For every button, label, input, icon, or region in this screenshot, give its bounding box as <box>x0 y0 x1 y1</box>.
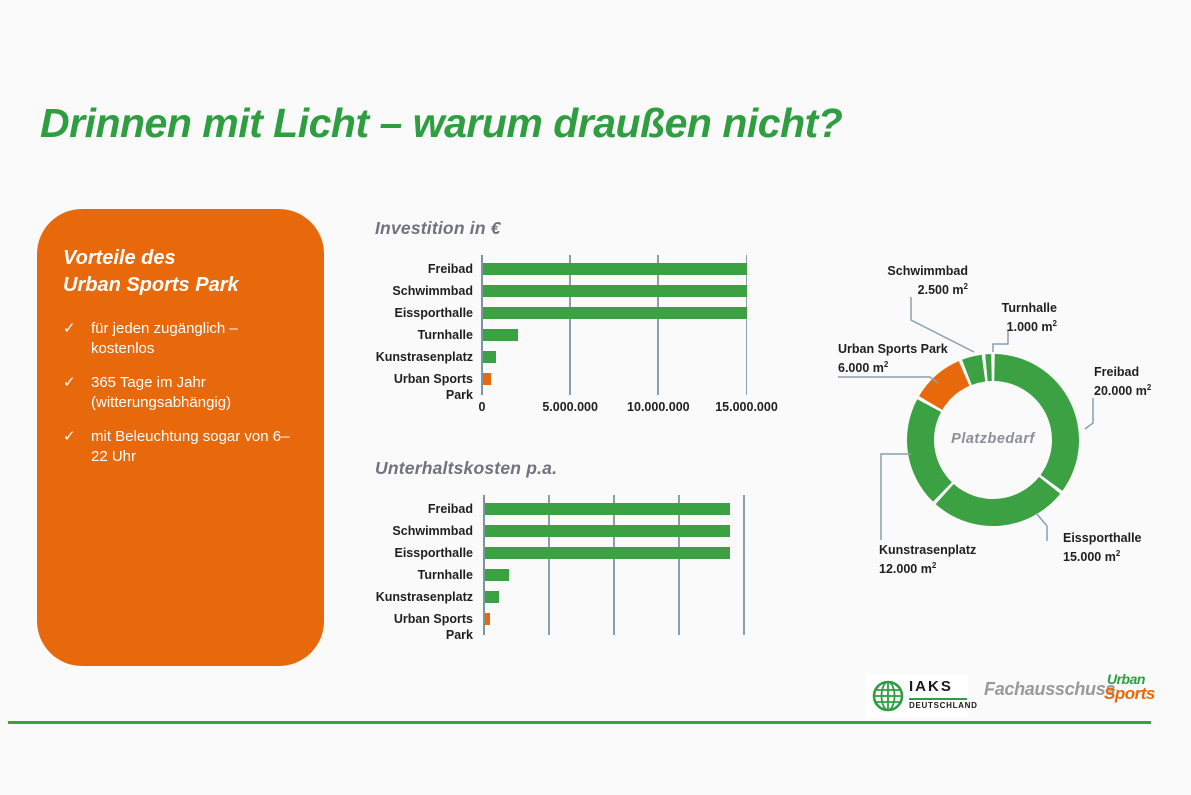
leader-line-eissporthalle <box>1035 512 1048 541</box>
bar-chart-unterhaltskosten: Unterhaltskosten p.a. Freibad Schwimmbad E… <box>375 458 787 643</box>
x-axis-tick-label: 0 <box>478 400 486 414</box>
bar-category-label: Urban Sports Park <box>393 612 473 642</box>
gridline <box>743 495 745 635</box>
bar-category-label: Schwimmbad <box>392 284 473 298</box>
benefit-item: ✓ 365 Tage im Jahr (witterungsabhängig) <box>63 373 300 412</box>
benefits-card: Vorteile des Urban Sports Park ✓ für jed… <box>37 209 324 666</box>
x-axis-tick-label: 5.000.000 <box>542 400 598 414</box>
donut-segment-urban-sports-park <box>919 361 970 410</box>
leader-line-turnhalle <box>992 330 1009 352</box>
gridline <box>569 255 571 395</box>
benefit-item: ✓ mit Beleuchtung sogar von 6–22 Uhr <box>63 427 300 466</box>
leader-line-freibad <box>1084 398 1094 430</box>
gridline <box>613 495 615 635</box>
bar-urban-sports-park <box>484 613 490 625</box>
fachausschuss-label: Fachausschuss <box>984 679 1116 699</box>
donut-center-label: Platzbedarf <box>951 431 1035 447</box>
donut-chart-platzbedarf <box>838 297 1094 541</box>
check-icon: ✓ <box>63 320 76 337</box>
bar-category-label: Kunstrasenplatz <box>375 350 473 364</box>
bar-kunstrasenplatz <box>484 591 500 603</box>
leader-line-kunstrasenplatz <box>880 453 911 540</box>
bar-category-label: Turnhalle <box>417 328 473 342</box>
bar-category-label: Schwimmbad <box>392 524 473 538</box>
bar-schwimmbad <box>482 285 747 297</box>
check-icon: ✓ <box>63 374 76 391</box>
x-axis-tick-label: 15.000.000 <box>715 400 778 414</box>
page-title: Drinnen mit Licht – warum draußen nicht? <box>40 100 843 146</box>
globe-icon <box>872 680 904 712</box>
benefit-item-text: für jeden zugänglich – kostenlos <box>91 320 238 357</box>
donut-label-freibad: Freibad 20.000 m2 <box>1094 365 1152 399</box>
iaks-underline <box>909 698 967 700</box>
iaks-wordmark: IAKS <box>909 678 953 695</box>
bar-category-label: Kunstrasenplatz <box>375 590 473 604</box>
benefit-item-text: mit Beleuchtung sogar von 6–22 Uhr <box>91 428 290 465</box>
iaks-deutschland-label: DEUTSCHLAND <box>909 701 978 710</box>
bar-kunstrasenplatz <box>482 351 496 363</box>
gridline <box>657 255 659 395</box>
bar-schwimmbad <box>484 525 730 537</box>
donut-label-turnhalle: Turnhalle 1.000 m2 <box>1001 301 1057 335</box>
check-icon: ✓ <box>63 428 76 445</box>
bar-category-label: Freibad <box>427 502 473 516</box>
leader-line-schwimmbad <box>910 297 975 353</box>
chart-title: Investition in € <box>375 218 501 238</box>
bar-chart-investition: Investition in € Freibad Schwimmbad Eisspo… <box>375 218 787 423</box>
benefit-item-text: 365 Tage im Jahr (witterungsabhängig) <box>91 374 232 411</box>
leader-line-urban-sports-park <box>838 376 939 384</box>
bar-freibad <box>482 263 747 275</box>
bar-category-label: Turnhalle <box>417 568 473 582</box>
benefits-card-heading: Vorteile des Urban Sports Park <box>63 247 239 296</box>
bar-turnhalle <box>484 569 510 581</box>
bar-turnhalle <box>482 329 518 341</box>
benefit-item: ✓ für jeden zugänglich – kostenlos <box>63 319 300 358</box>
donut-segment-schwimmbad <box>962 354 986 385</box>
donut-segment-freibad <box>994 354 1079 491</box>
footer-divider-line <box>8 721 1151 724</box>
donut-segment-kunstrasenplatz <box>906 399 952 502</box>
gridline <box>548 495 550 635</box>
bar-eissporthalle <box>484 547 730 559</box>
bar-urban-sports-park <box>482 373 492 385</box>
chart-plot-area: Freibad Schwimmbad Eissporthalle Turnhalle K… <box>375 495 787 642</box>
donut-label-schwimmbad: Schwimmbad 2.500 m2 <box>887 264 968 298</box>
bar-category-label: Urban Sports Park <box>393 372 473 402</box>
chart-title: Unterhaltskosten p.a. <box>375 458 558 478</box>
bar-eissporthalle <box>482 307 747 319</box>
iaks-logo <box>866 674 968 718</box>
donut-label-urban-sports-park: Urban Sports Park 6.000 m2 <box>838 342 948 376</box>
chart-plot-area: Freibad Schwimmbad Eissporthalle Turnhalle K… <box>375 255 787 402</box>
bar-freibad <box>484 503 730 515</box>
donut-segment-turnhalle <box>985 354 992 382</box>
x-axis-tick-labels: 0 5.000.000 10.000.000 15.000.000 <box>375 400 787 416</box>
gridline <box>678 495 680 635</box>
donut-label-eissporthalle: Eissporthalle 15.000 m2 <box>1063 531 1142 565</box>
donut-segment-eissporthalle <box>935 476 1061 526</box>
bar-category-label: Eissporthalle <box>394 546 474 560</box>
y-axis-line <box>483 495 485 635</box>
urban-sports-logo-sports: Sports <box>1104 684 1155 703</box>
y-axis-line <box>481 255 483 395</box>
x-axis-tick-label: 10.000.000 <box>627 400 690 414</box>
donut-label-kunstrasenplatz: Kunstrasenplatz 12.000 m2 <box>879 543 977 577</box>
bar-category-label: Eissporthalle <box>394 306 474 320</box>
donut-segments <box>906 354 1079 526</box>
bar-category-label: Freibad <box>427 262 473 276</box>
urban-sports-logo-urban: Urban <box>1107 671 1145 687</box>
gridline <box>745 255 747 395</box>
